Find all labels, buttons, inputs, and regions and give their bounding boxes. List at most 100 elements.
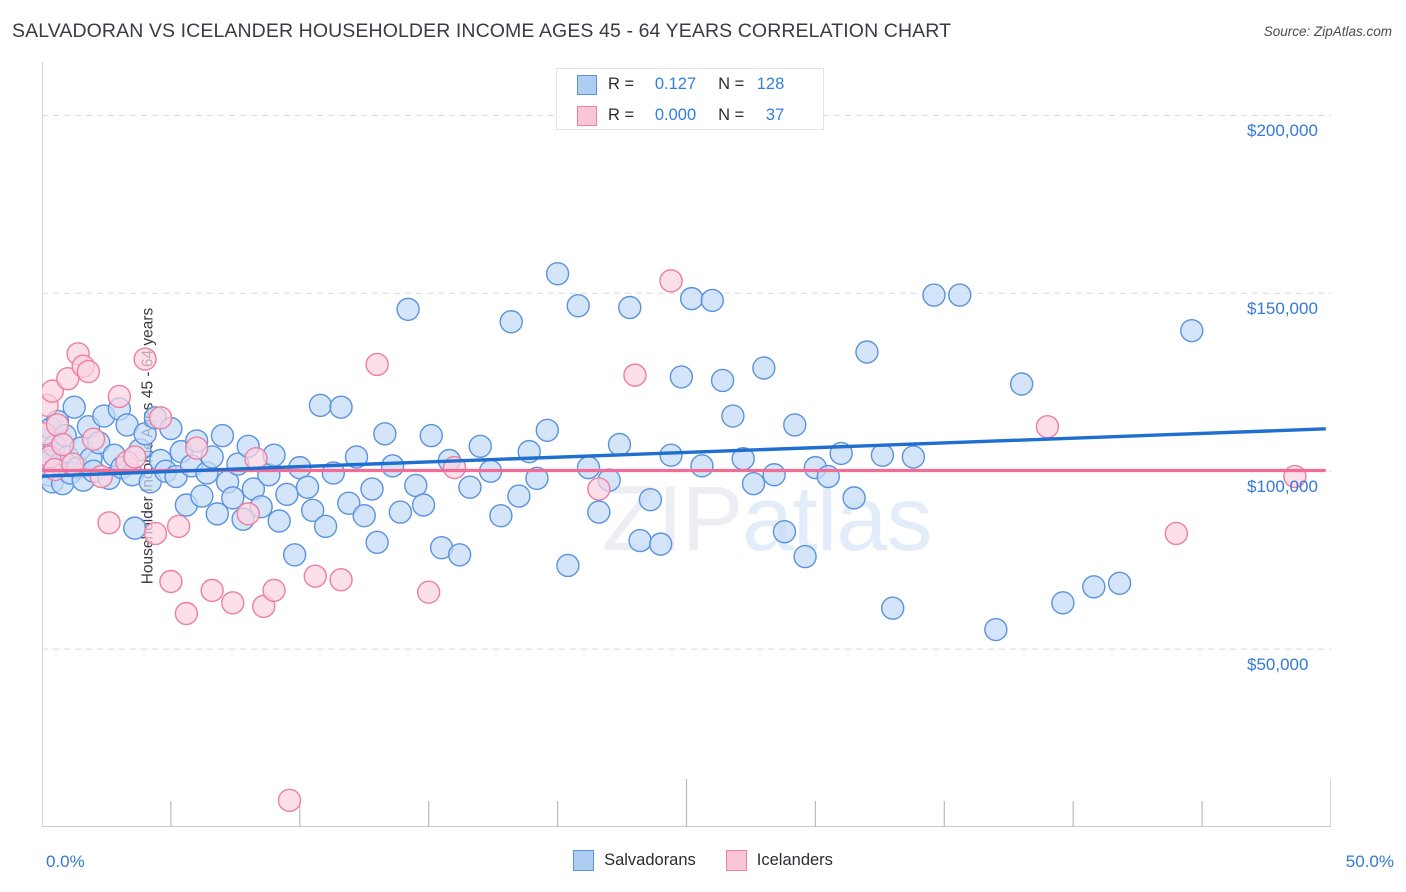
data-point[interactable] xyxy=(50,432,75,457)
data-point[interactable] xyxy=(566,294,590,318)
data-point[interactable] xyxy=(628,528,652,553)
data-point[interactable] xyxy=(489,503,513,528)
data-point[interactable] xyxy=(148,406,173,430)
data-point[interactable] xyxy=(236,502,260,526)
data-point[interactable] xyxy=(295,475,320,499)
data-point[interactable] xyxy=(107,384,132,409)
data-point[interactable] xyxy=(313,514,338,539)
data-point[interactable] xyxy=(166,514,191,539)
data-point[interactable] xyxy=(669,365,694,389)
data-point[interactable] xyxy=(337,491,361,515)
data-point[interactable] xyxy=(556,553,580,578)
data-point[interactable] xyxy=(365,530,389,555)
data-point[interactable] xyxy=(948,283,972,307)
data-point[interactable] xyxy=(329,568,353,592)
data-point[interactable] xyxy=(417,580,441,604)
data-point[interactable] xyxy=(1164,521,1189,546)
data-point[interactable] xyxy=(525,466,549,491)
data-point[interactable] xyxy=(419,423,443,448)
data-point[interactable] xyxy=(535,418,559,442)
data-point[interactable] xyxy=(870,443,895,467)
data-point[interactable] xyxy=(388,500,413,524)
data-point[interactable] xyxy=(221,591,245,615)
data-point[interactable] xyxy=(321,461,346,485)
data-point[interactable] xyxy=(174,601,199,626)
data-point[interactable] xyxy=(638,487,663,512)
data-point[interactable] xyxy=(184,436,209,460)
data-point[interactable] xyxy=(205,502,230,526)
data-point[interactable] xyxy=(210,423,235,448)
data-point[interactable] xyxy=(545,262,570,286)
data-point[interactable] xyxy=(700,288,724,313)
data-point[interactable] xyxy=(1082,575,1106,599)
data-point[interactable] xyxy=(300,498,325,523)
data-point[interactable] xyxy=(587,477,611,501)
data-point[interactable] xyxy=(901,445,926,469)
data-point[interactable] xyxy=(607,432,632,457)
data-point[interactable] xyxy=(1009,372,1034,396)
data-point[interactable] xyxy=(89,464,113,489)
data-point[interactable] xyxy=(303,564,327,588)
data-point[interactable] xyxy=(772,519,797,544)
data-point[interactable] xyxy=(56,366,80,391)
data-point[interactable] xyxy=(1180,318,1204,343)
data-point[interactable] xyxy=(143,521,168,546)
data-point[interactable] xyxy=(133,347,157,371)
legend-item-salvadorans[interactable]: Salvadorans xyxy=(573,850,696,871)
data-point[interactable] xyxy=(783,413,807,437)
data-point[interactable] xyxy=(741,471,766,496)
data-point[interactable] xyxy=(721,404,745,428)
data-point[interactable] xyxy=(649,532,673,556)
data-point[interactable] xyxy=(411,493,436,517)
data-point[interactable] xyxy=(618,295,642,320)
data-point[interactable] xyxy=(200,578,224,603)
data-point[interactable] xyxy=(221,486,245,510)
data-point[interactable] xyxy=(793,544,817,569)
data-point[interactable] xyxy=(679,286,704,311)
data-point[interactable] xyxy=(123,516,147,540)
data-point[interactable] xyxy=(881,596,905,620)
data-point[interactable] xyxy=(329,395,353,419)
data-point[interactable] xyxy=(659,269,683,293)
data-point[interactable] xyxy=(267,509,291,533)
data-point[interactable] xyxy=(1035,415,1060,439)
data-point[interactable] xyxy=(396,297,420,321)
data-point[interactable] xyxy=(308,393,333,418)
data-point[interactable] xyxy=(710,368,735,393)
data-point[interactable] xyxy=(762,463,786,487)
data-point[interactable] xyxy=(365,352,389,377)
data-point[interactable] xyxy=(190,484,214,508)
data-point[interactable] xyxy=(922,283,946,307)
data-point[interactable] xyxy=(984,617,1008,642)
data-point[interactable] xyxy=(380,454,405,478)
data-point[interactable] xyxy=(123,445,147,469)
data-point[interactable] xyxy=(499,310,523,334)
data-point[interactable] xyxy=(458,475,482,499)
data-point[interactable] xyxy=(690,454,714,478)
data-point[interactable] xyxy=(277,788,302,813)
data-point[interactable] xyxy=(623,363,647,387)
data-point[interactable] xyxy=(42,379,65,403)
data-point[interactable] xyxy=(159,569,183,594)
data-point[interactable] xyxy=(576,455,601,480)
data-point[interactable] xyxy=(816,464,840,489)
data-point[interactable] xyxy=(352,503,376,528)
data-point[interactable] xyxy=(45,413,70,437)
legend-item-icelanders[interactable]: Icelanders xyxy=(725,850,833,871)
data-point[interactable] xyxy=(97,511,121,535)
data-point[interactable] xyxy=(62,395,86,419)
data-point[interactable] xyxy=(842,486,866,510)
data-point[interactable] xyxy=(1107,571,1132,595)
data-point[interactable] xyxy=(344,445,369,469)
data-point[interactable] xyxy=(1051,591,1075,615)
data-point[interactable] xyxy=(404,473,428,498)
data-point[interactable] xyxy=(282,543,307,567)
data-point[interactable] xyxy=(81,427,106,451)
data-point[interactable] xyxy=(76,359,101,384)
data-point[interactable] xyxy=(447,543,472,567)
data-point[interactable] xyxy=(507,484,531,508)
data-point[interactable] xyxy=(373,422,397,446)
data-point[interactable] xyxy=(855,340,879,364)
data-point[interactable] xyxy=(659,443,683,467)
data-point[interactable] xyxy=(360,477,384,501)
